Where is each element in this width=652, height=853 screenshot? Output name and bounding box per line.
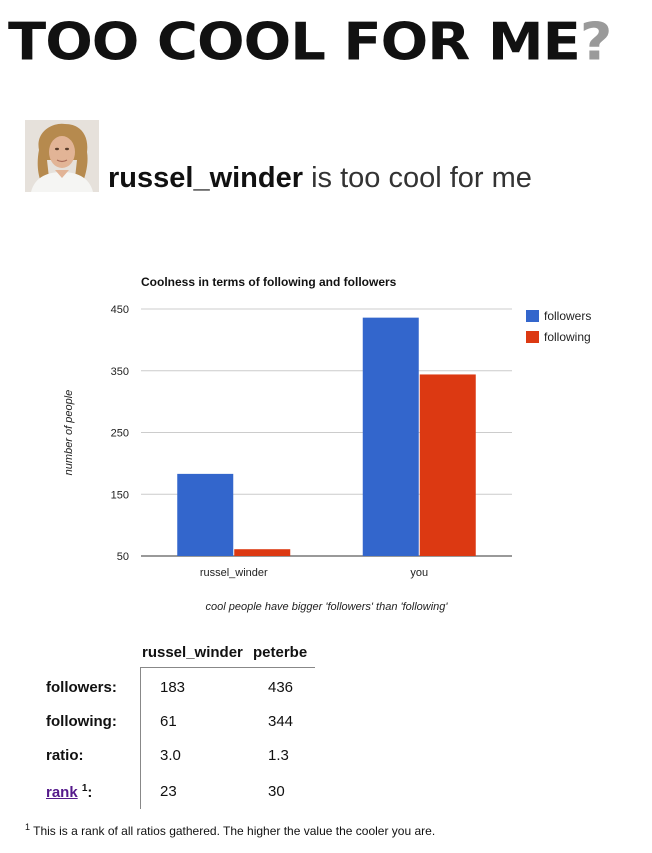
site-title: Too Cool For Me? — [8, 6, 613, 80]
legend-label-following: following — [544, 330, 591, 344]
cell-followers-user: 183 — [160, 679, 186, 696]
x-axis-label: cool people have bigger 'followers' than… — [206, 601, 449, 613]
site-title-text: Too Cool For Me — [8, 12, 581, 73]
avatar-icon — [25, 120, 99, 192]
followers-following-chart: Coolness in terms of following and follo… — [63, 275, 591, 613]
table-column-divider — [140, 667, 141, 809]
row-label-following: following: — [46, 713, 117, 730]
page-headline: russel_winder is too cool for me — [108, 162, 532, 195]
y-tick-label: 50 — [117, 551, 129, 563]
rank-footnote: 1 This is a rank of all ratios gathered.… — [25, 822, 435, 838]
cell-rank-user: 23 — [160, 783, 177, 800]
table-header-divider — [140, 667, 315, 668]
bar-following-russel-winder — [234, 549, 291, 556]
y-tick-label: 450 — [111, 304, 129, 316]
y-tick-label: 250 — [111, 428, 129, 440]
headline-suffix: is too cool for me — [311, 162, 532, 194]
x-tick-label: russel_winder — [200, 567, 268, 579]
legend-swatch-followers — [526, 310, 539, 322]
rank-footnote-mark: 1 — [81, 783, 88, 794]
y-axis-label: number of people — [63, 390, 75, 476]
legend-label-followers: followers — [544, 309, 591, 323]
legend-swatch-following — [526, 331, 539, 343]
cell-ratio-user: 3.0 — [160, 747, 181, 764]
row-label-ratio: ratio: — [46, 747, 84, 764]
row-label-rank: rank 1: — [46, 783, 92, 801]
rank-label-colon: : — [87, 784, 93, 801]
stats-table: russel_winder peterbe followers: 183 436… — [30, 635, 330, 815]
bar-followers-russel-winder — [177, 473, 234, 556]
column-header-user: russel_winder — [142, 644, 243, 661]
chart-title: Coolness in terms of following and follo… — [141, 275, 397, 289]
rank-link[interactable]: rank — [46, 784, 78, 801]
bar-following-you — [419, 374, 476, 556]
y-tick-label: 150 — [111, 489, 129, 501]
headline-username: russel_winder — [108, 162, 304, 194]
y-tick-label: 350 — [111, 366, 129, 378]
user-avatar-photo — [25, 120, 99, 192]
column-header-you: peterbe — [253, 644, 308, 661]
site-title-question-mark: ? — [579, 12, 613, 73]
row-label-followers: followers: — [46, 679, 117, 696]
x-tick-label: you — [410, 567, 428, 579]
cell-rank-you: 30 — [268, 783, 285, 800]
cell-following-you: 344 — [268, 713, 294, 730]
footnote-text: This is a rank of all ratios gathered. T… — [33, 824, 436, 838]
cell-following-user: 61 — [160, 713, 177, 730]
footnote-mark: 1 — [25, 822, 31, 832]
cell-ratio-you: 1.3 — [268, 747, 289, 764]
bar-followers-you — [362, 317, 419, 556]
cell-followers-you: 436 — [268, 679, 294, 696]
